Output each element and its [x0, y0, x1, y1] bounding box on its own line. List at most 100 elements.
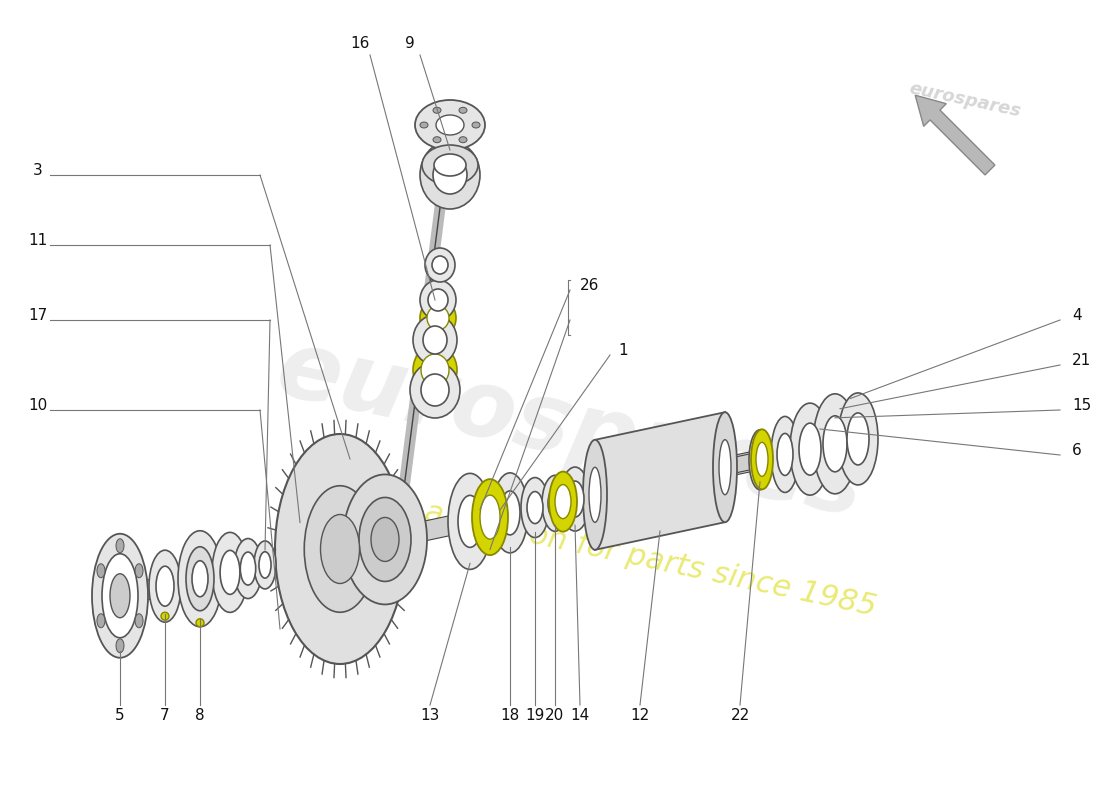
Ellipse shape — [420, 280, 456, 320]
Ellipse shape — [234, 538, 262, 598]
Ellipse shape — [427, 306, 449, 330]
Ellipse shape — [713, 412, 737, 522]
Ellipse shape — [521, 478, 549, 538]
Ellipse shape — [754, 442, 766, 477]
Polygon shape — [104, 426, 870, 609]
Ellipse shape — [556, 485, 571, 518]
Ellipse shape — [371, 518, 399, 562]
Ellipse shape — [799, 423, 821, 475]
Ellipse shape — [560, 467, 590, 531]
Ellipse shape — [549, 472, 578, 532]
Ellipse shape — [847, 413, 869, 465]
Text: 13: 13 — [420, 708, 440, 723]
Text: eurospares: eurospares — [268, 323, 872, 537]
Text: eurospares: eurospares — [908, 79, 1023, 121]
Ellipse shape — [110, 574, 130, 618]
Text: 17: 17 — [29, 308, 47, 323]
Ellipse shape — [92, 534, 148, 658]
Ellipse shape — [749, 430, 771, 490]
Ellipse shape — [480, 495, 501, 539]
Ellipse shape — [813, 394, 857, 494]
Ellipse shape — [178, 530, 222, 626]
Ellipse shape — [777, 434, 793, 475]
Ellipse shape — [116, 638, 124, 653]
Ellipse shape — [433, 107, 441, 114]
Ellipse shape — [420, 298, 456, 338]
Ellipse shape — [588, 467, 601, 522]
Ellipse shape — [97, 614, 104, 628]
Ellipse shape — [527, 491, 543, 523]
Ellipse shape — [492, 473, 528, 553]
Text: 16: 16 — [350, 36, 370, 51]
Polygon shape — [595, 412, 725, 550]
Text: 12: 12 — [630, 708, 650, 723]
Text: 20: 20 — [546, 708, 564, 723]
Ellipse shape — [432, 256, 448, 274]
Ellipse shape — [359, 498, 411, 582]
Ellipse shape — [420, 141, 480, 209]
Ellipse shape — [188, 552, 212, 606]
Ellipse shape — [425, 248, 455, 282]
Ellipse shape — [116, 538, 124, 553]
Ellipse shape — [102, 554, 138, 638]
Ellipse shape — [459, 137, 468, 142]
Ellipse shape — [320, 514, 360, 583]
Ellipse shape — [436, 115, 464, 135]
Text: 21: 21 — [1072, 353, 1091, 368]
Ellipse shape — [422, 145, 478, 185]
Ellipse shape — [756, 442, 768, 476]
Ellipse shape — [433, 156, 468, 194]
Ellipse shape — [500, 491, 520, 535]
Text: 10: 10 — [29, 398, 47, 413]
Ellipse shape — [421, 374, 449, 406]
Ellipse shape — [220, 550, 240, 594]
Text: 19: 19 — [526, 708, 544, 723]
Ellipse shape — [566, 481, 584, 517]
Ellipse shape — [428, 289, 448, 311]
Ellipse shape — [421, 354, 449, 386]
FancyArrow shape — [915, 95, 994, 175]
Text: 8: 8 — [195, 708, 205, 723]
Ellipse shape — [420, 122, 428, 128]
Ellipse shape — [472, 479, 508, 555]
Text: 3: 3 — [33, 163, 43, 178]
Ellipse shape — [412, 315, 456, 365]
Ellipse shape — [196, 618, 204, 626]
Text: 14: 14 — [571, 708, 590, 723]
Ellipse shape — [186, 546, 214, 610]
Ellipse shape — [790, 403, 830, 495]
Ellipse shape — [212, 532, 248, 612]
Text: a passion for parts since 1985: a passion for parts since 1985 — [421, 498, 879, 622]
Text: 4: 4 — [1072, 308, 1081, 323]
Text: 1: 1 — [618, 343, 628, 358]
Text: 15: 15 — [1072, 398, 1091, 413]
Ellipse shape — [410, 362, 460, 418]
Ellipse shape — [472, 122, 480, 128]
Ellipse shape — [148, 550, 182, 622]
Text: 18: 18 — [500, 708, 519, 723]
Ellipse shape — [135, 614, 143, 628]
Ellipse shape — [135, 564, 143, 578]
Polygon shape — [725, 446, 785, 475]
Ellipse shape — [192, 561, 208, 597]
Ellipse shape — [424, 326, 447, 354]
Ellipse shape — [258, 552, 271, 578]
Text: 11: 11 — [29, 233, 47, 248]
Ellipse shape — [459, 107, 468, 114]
Ellipse shape — [161, 612, 169, 620]
Ellipse shape — [448, 474, 492, 570]
Ellipse shape — [254, 541, 276, 589]
Ellipse shape — [415, 100, 485, 150]
Ellipse shape — [240, 552, 255, 585]
Ellipse shape — [412, 345, 456, 395]
Ellipse shape — [583, 440, 607, 550]
Text: 5: 5 — [116, 708, 124, 723]
Ellipse shape — [542, 475, 568, 531]
Ellipse shape — [823, 416, 847, 472]
Text: 6: 6 — [1072, 443, 1081, 458]
Ellipse shape — [156, 566, 174, 606]
Ellipse shape — [719, 440, 732, 494]
Ellipse shape — [548, 488, 562, 518]
Ellipse shape — [305, 486, 376, 612]
Text: 7: 7 — [161, 708, 169, 723]
